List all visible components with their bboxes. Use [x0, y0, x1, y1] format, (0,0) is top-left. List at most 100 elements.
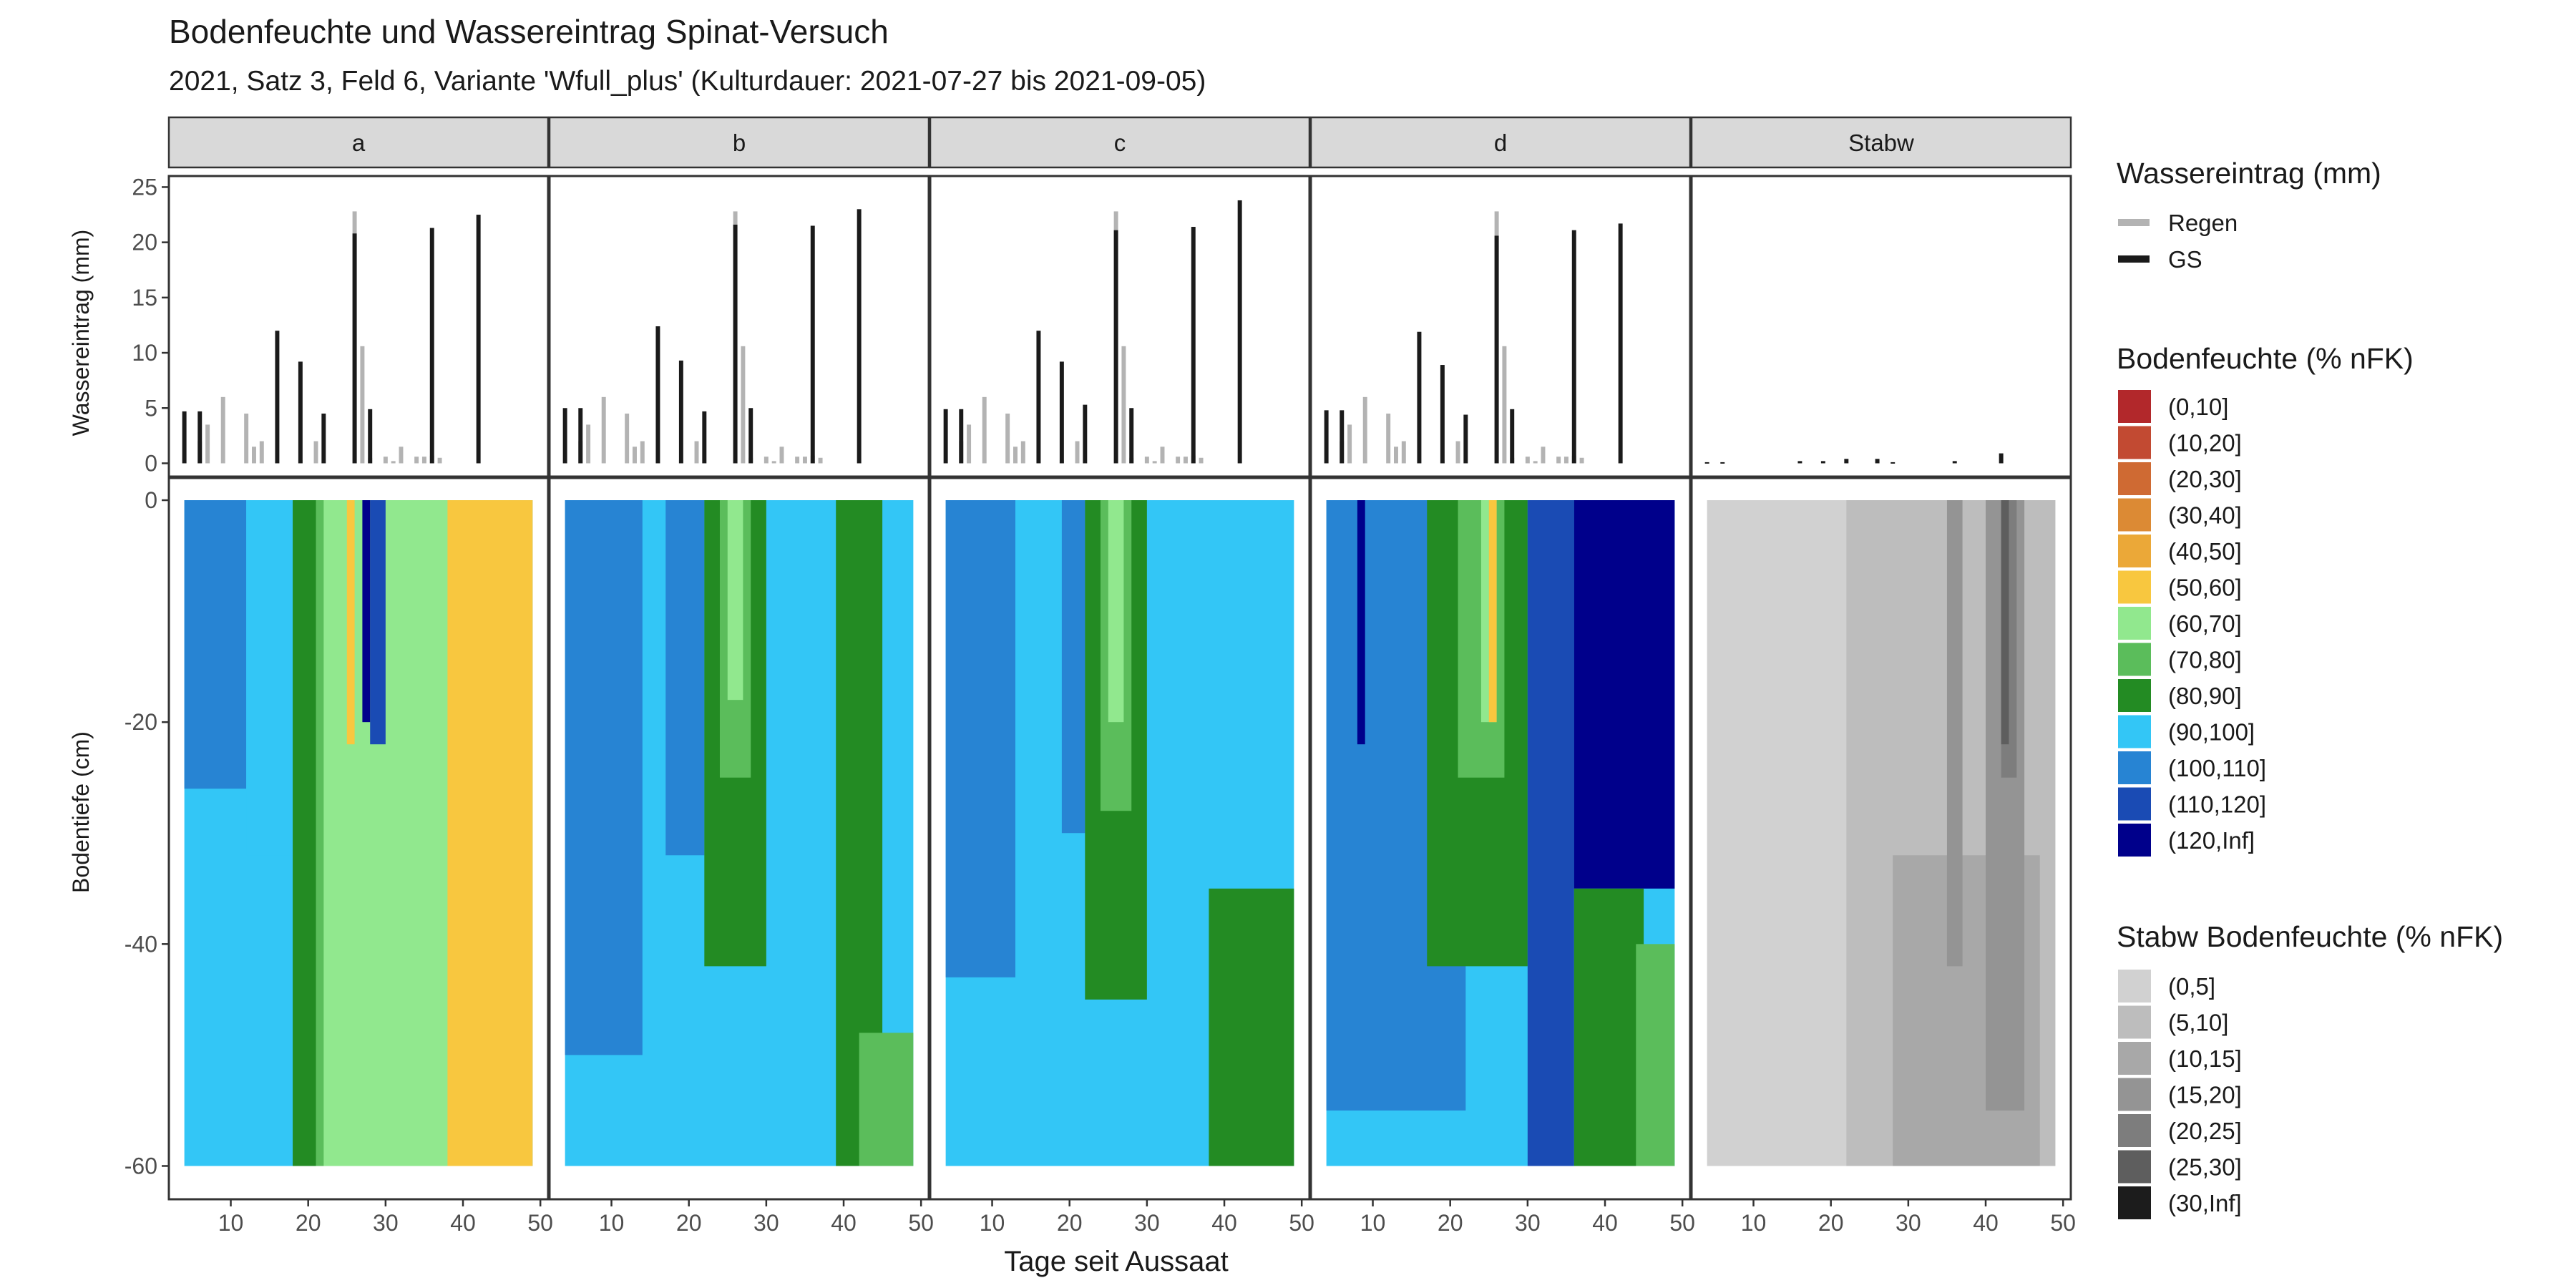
moisture-area	[1527, 500, 1574, 1166]
x-tick-label: 40	[1592, 1210, 1618, 1236]
watering-bar	[748, 408, 753, 464]
watering-bar	[1952, 461, 1957, 464]
x-tick-label: 10	[599, 1210, 625, 1236]
legend-label: GS	[2168, 246, 2202, 273]
top-y-tick-label: 0	[145, 450, 157, 476]
rain-bar	[741, 346, 746, 464]
watering-bar	[1129, 408, 1134, 464]
rain-bar	[640, 441, 645, 464]
facet-strip-label: c	[1114, 130, 1126, 156]
moisture-area	[2001, 500, 2009, 745]
watering-bar	[810, 225, 815, 464]
watering-bar	[1463, 414, 1468, 464]
rain-bar	[1020, 441, 1025, 464]
rain-bar	[360, 346, 365, 464]
legend-key	[2118, 390, 2151, 423]
rain-bar	[1144, 457, 1149, 464]
facet-strip	[1690, 116, 2072, 169]
watering-bar	[1510, 409, 1515, 464]
legend-label: Regen	[2168, 210, 2238, 236]
legend-key	[2118, 1186, 2151, 1219]
watering-bar	[1059, 361, 1064, 464]
watering-bar	[1191, 227, 1196, 464]
legend-label: (0,10]	[2168, 394, 2228, 420]
watering-bar	[1844, 459, 1849, 464]
x-tick-label: 50	[527, 1210, 553, 1236]
facet-panel: c 10 20 30 40 50	[929, 116, 1314, 1236]
x-tick-label: 50	[2050, 1210, 2076, 1236]
watering-bar	[1494, 235, 1499, 464]
legend-label: (70,80]	[2168, 647, 2242, 673]
moisture-area	[1574, 500, 1675, 889]
watering-bar	[1083, 404, 1088, 464]
legend-key	[2118, 1114, 2151, 1147]
legend-label: (0,5]	[2168, 973, 2215, 1000]
legend-key	[2118, 426, 2151, 459]
top-y-tick-label: 25	[132, 174, 157, 200]
input-panel-bg	[1311, 176, 1690, 477]
legend-label: (80,90]	[2168, 683, 2242, 709]
chart-subtitle: 2021, Satz 3, Feld 6, Variante 'Wfull_pl…	[169, 66, 1206, 97]
facet-panel: d 10 20 30 40 50	[1309, 116, 1695, 1236]
rain-bar	[1579, 457, 1584, 464]
rain-bar	[220, 396, 225, 464]
bottom-y-tick-label: 0	[145, 487, 157, 513]
top-y-tick-label: 20	[132, 230, 157, 255]
moisture-area	[1357, 500, 1365, 745]
moisture-area	[447, 500, 533, 1166]
watering-bar	[352, 233, 357, 464]
rain-bar	[1183, 457, 1188, 464]
watering-bar	[1237, 200, 1242, 464]
rain-bar	[437, 457, 442, 464]
input-panel-bg	[169, 176, 548, 477]
watering-bar	[321, 413, 326, 464]
rain-bar	[205, 424, 210, 464]
legend-key	[2118, 219, 2150, 226]
watering-bar	[1440, 365, 1445, 464]
watering-bar	[678, 360, 683, 464]
input-panel-border	[929, 175, 1311, 478]
moisture-area	[184, 500, 247, 789]
rain-bar	[1502, 346, 1507, 464]
rain-bar	[818, 457, 823, 464]
x-tick-label: 40	[1973, 1210, 1999, 1236]
facet-strip	[1309, 116, 1692, 169]
legend-label: (10,20]	[2168, 430, 2242, 457]
rain-bar	[586, 424, 591, 464]
input-panel-border	[167, 175, 550, 478]
x-tick-label: 20	[296, 1210, 321, 1236]
legend-key	[2118, 1005, 2151, 1039]
rain-bar	[763, 457, 769, 464]
moisture-area	[1108, 500, 1124, 723]
legend-label: (120,Inf]	[2168, 827, 2255, 854]
moisture-area	[1209, 888, 1294, 1166]
watering-bar	[1571, 230, 1576, 464]
rain-bar	[244, 413, 249, 464]
legend-label: (5,10]	[2168, 1010, 2228, 1036]
legend-key	[2118, 679, 2151, 712]
legend-key	[2118, 1078, 2151, 1111]
input-panel-border	[548, 175, 930, 478]
rain-bar	[1556, 457, 1561, 464]
legend-key	[2118, 824, 2151, 857]
rain-bar	[982, 396, 987, 464]
bottom-y-tick-label: -40	[125, 931, 157, 957]
watering-bar	[1999, 453, 2004, 464]
x-tick-label: 30	[1896, 1210, 1921, 1236]
moisture-area	[945, 500, 1015, 977]
watering-bar	[182, 411, 187, 464]
moisture-area	[1488, 500, 1497, 723]
x-tick-label: 20	[676, 1210, 702, 1236]
watering-bar	[578, 408, 583, 464]
rain-bar	[1362, 396, 1367, 464]
legend-key	[2118, 787, 2151, 821]
rain-bar	[1005, 413, 1010, 464]
input-panel-border	[1690, 175, 2072, 478]
rain-bar	[694, 441, 699, 464]
rain-bar	[1152, 461, 1157, 464]
moisture-area	[370, 500, 386, 745]
moisture-panel-border	[548, 477, 930, 1201]
watering-bar	[1113, 230, 1118, 464]
legend-key	[2118, 462, 2151, 495]
